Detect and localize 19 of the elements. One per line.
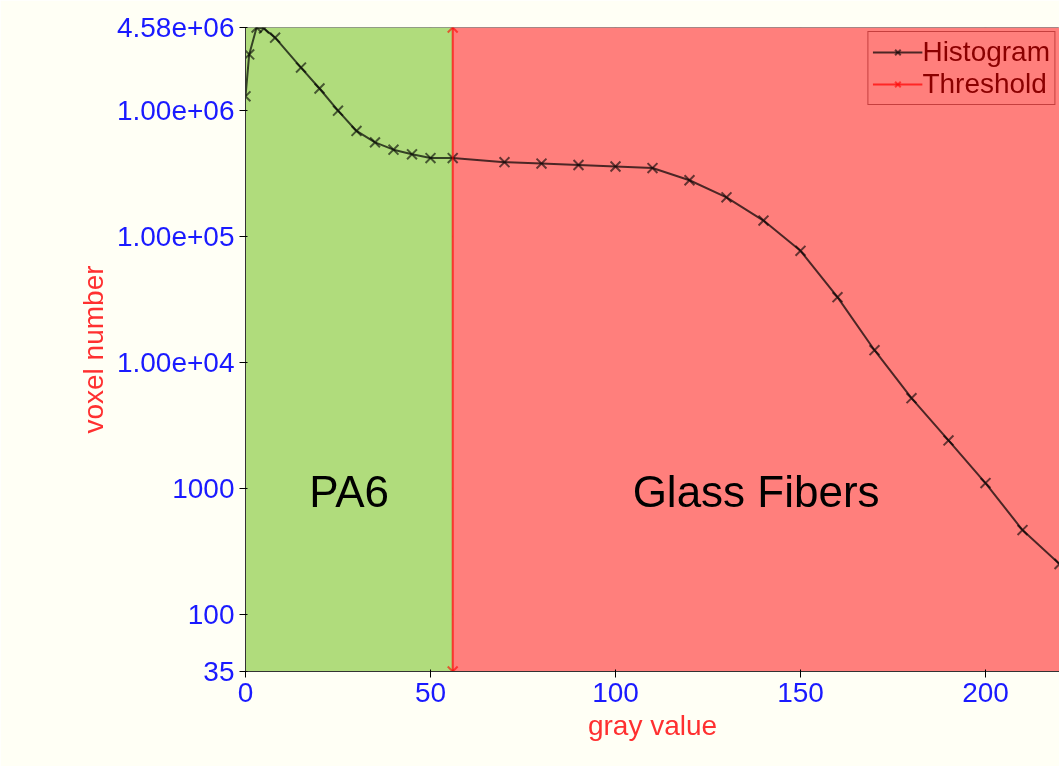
x-tick-label: 0 [237,676,254,708]
y-tick-label: 1.00e+05 [116,221,235,253]
y-tick-label: 4.58e+06 [116,12,235,43]
band-label: PA6 [309,467,390,516]
x-tick-label: 200 [962,676,1009,708]
x-tick-label: 100 [592,676,639,708]
x-axis-title: gray value [587,709,718,741]
y-tick-label: 1.00e+04 [116,346,235,378]
point [245,48,256,61]
band-label: Glass Fibers [632,467,880,516]
legend-label: Histogram [922,36,1050,68]
legend-label: Threshold [922,68,1047,100]
y-tick-label: 35 [203,656,235,687]
y-tick-label: 1.00e+06 [116,95,235,127]
y-axis-title: voxel number [77,265,109,434]
y-tick-label: 1000 [172,472,235,504]
y-tick-label: 100 [187,598,235,630]
x-tick-label: 50 [414,676,447,708]
x-tick-label: 150 [777,676,824,708]
